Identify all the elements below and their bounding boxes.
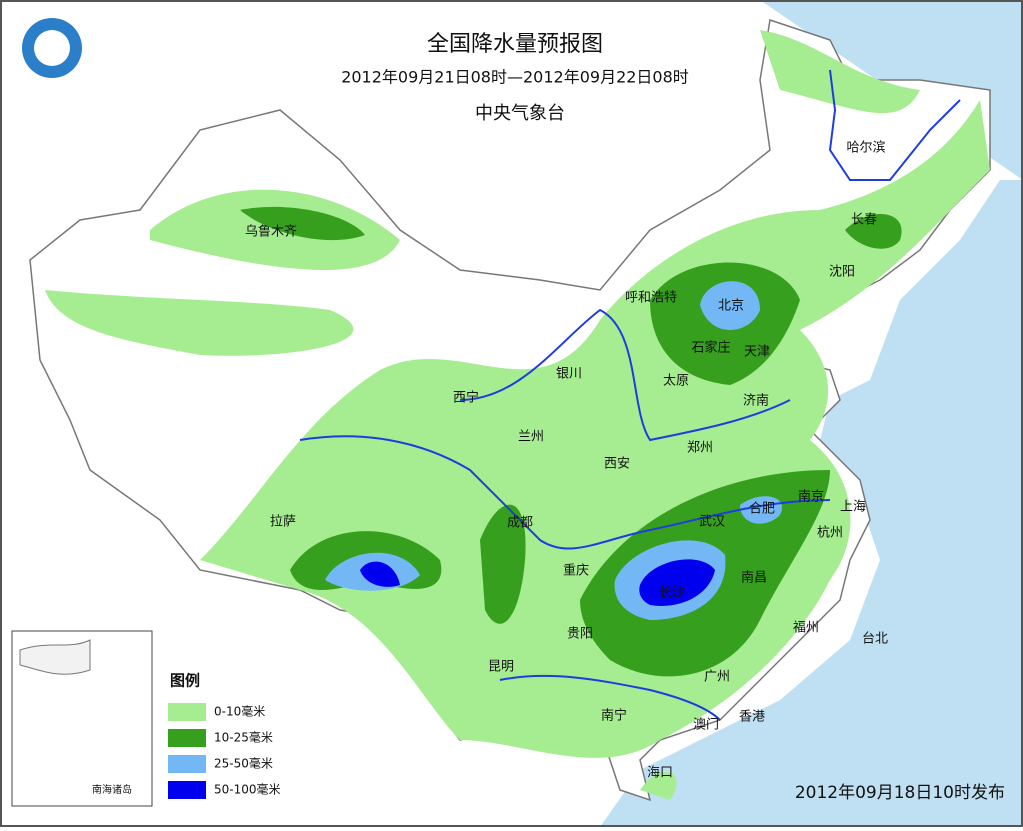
city-label: 上海: [840, 500, 866, 515]
city-label: 济南: [743, 393, 769, 409]
city-label: 台北: [862, 632, 888, 647]
city-label: 郑州: [687, 441, 713, 456]
city-label: 香港: [739, 710, 765, 725]
city-label: 长沙: [659, 586, 685, 601]
inset: 南海诸岛: [11, 630, 153, 807]
city-label: 西宁: [453, 390, 479, 406]
city-label: 贵阳: [567, 627, 593, 642]
city-label: 杭州: [817, 526, 843, 541]
rain-50-100: [360, 559, 715, 606]
city-label: 拉萨: [270, 515, 296, 530]
sea: [600, 0, 1023, 827]
city-label: 福州: [793, 621, 819, 636]
city-label: 乌鲁木齐: [245, 224, 297, 240]
issuer: 中央气象台: [475, 103, 565, 124]
city-label: 南宁: [601, 708, 627, 724]
city-label: 南昌: [741, 570, 767, 586]
legend-swatch: [168, 755, 206, 773]
legend-label: 50-100毫米: [214, 782, 281, 797]
legend-swatch: [168, 781, 206, 799]
issue-time: 2012年09月18日10时发布: [795, 783, 1005, 803]
city-label: 海口: [647, 766, 673, 781]
city-label: 兰州: [518, 430, 544, 445]
city-label: 西安: [604, 457, 630, 472]
rivers: [299, 69, 961, 721]
city-label: 哈尔滨: [846, 140, 885, 156]
legend: 0-10毫米 10-25毫米 25-50毫米 50-100毫米: [168, 703, 281, 799]
legend-swatch: [168, 729, 206, 747]
city-label: 成都: [507, 516, 533, 531]
city-label: 长春: [851, 213, 877, 228]
city-label: 北京: [718, 299, 744, 314]
inset-land: [19, 639, 91, 675]
city-label: 广州: [704, 670, 730, 685]
legend-swatch: [168, 703, 206, 721]
logo: [22, 18, 82, 78]
map-subtitle: 2012年09月21日08时—2012年09月22日08时: [341, 68, 689, 87]
city-label: 太原: [663, 374, 689, 389]
legend-label: 0-10毫米: [214, 704, 265, 719]
city-label: 沈阳: [829, 265, 855, 280]
legend-title: 图例: [170, 672, 200, 690]
city-label: 武汉: [699, 515, 725, 530]
city-label: 重庆: [563, 563, 589, 579]
rain-0-10: [45, 30, 990, 800]
city-label: 石家庄: [691, 340, 730, 356]
legend-label: 25-50毫米: [214, 756, 273, 771]
map-title: 全国降水量预报图: [427, 32, 603, 57]
inset-label: 南海诸岛: [92, 783, 132, 796]
city-label: 澳门: [693, 717, 719, 733]
city-label: 昆明: [488, 660, 514, 675]
city-label: 银川: [556, 367, 582, 382]
city-label: 南京: [798, 489, 824, 505]
legend-label: 10-25毫米: [214, 730, 273, 745]
city-label: 合肥: [749, 502, 775, 517]
city-label: 呼和浩特: [625, 291, 677, 306]
city-label: 天津: [744, 345, 770, 360]
